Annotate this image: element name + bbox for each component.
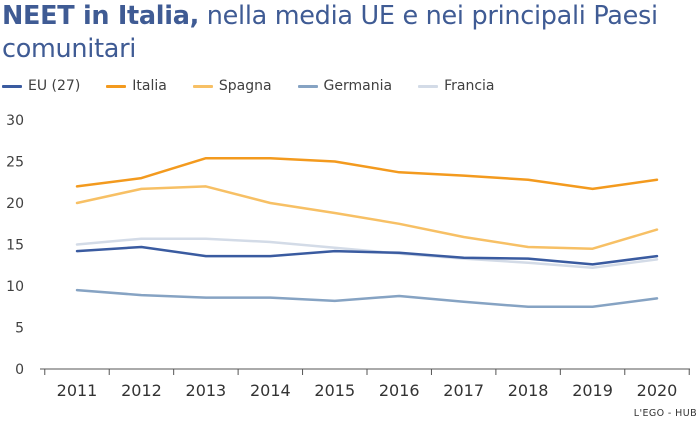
chart-title-rest: nella media UE e nei principali Paesi co… <box>2 1 658 64</box>
legend-swatch <box>106 84 127 88</box>
legend-swatch <box>192 84 213 88</box>
legend-swatch <box>418 84 439 88</box>
y-tick-label: 25 <box>6 155 24 171</box>
y-tick-label: 20 <box>6 196 24 212</box>
legend-swatch <box>2 84 22 88</box>
x-tick-label: 2014 <box>250 381 291 400</box>
series-line-italia <box>75 156 659 191</box>
legend-item-italia: Italia <box>106 78 167 94</box>
x-tick-label: 2020 <box>637 381 678 400</box>
x-tick-label: 2017 <box>443 381 484 400</box>
series-line-eu-27 <box>75 245 659 266</box>
x-tick-label: 2019 <box>572 381 613 400</box>
y-tick-label: 5 <box>15 321 24 337</box>
legend-swatch <box>297 84 318 88</box>
x-tick-label: 2012 <box>121 381 162 400</box>
legend-item-spagna: Spagna <box>192 78 272 94</box>
legend-label: Italia <box>132 78 167 94</box>
legend-label: Spagna <box>218 78 272 94</box>
y-tick-label: 15 <box>6 238 24 254</box>
x-tick-label: 2016 <box>379 381 420 400</box>
chart-title-bold: NEET in Italia, <box>2 1 199 31</box>
legend-label: Germania <box>323 78 393 94</box>
y-tick-label: 30 <box>6 113 24 129</box>
chart-legend: EU (27) Italia Spagna Germania Francia <box>2 76 521 96</box>
legend-label: EU (27) <box>28 78 81 94</box>
legend-item-germania: Germania <box>297 78 393 94</box>
series-line-germania <box>75 288 659 309</box>
series-line-spagna <box>75 185 659 250</box>
legend-item-francia: Francia <box>418 78 495 94</box>
legend-label: Francia <box>444 78 495 94</box>
chart-title: NEET in Italia, nella media UE e nei pri… <box>2 0 692 66</box>
x-tick-label: 2013 <box>186 381 227 400</box>
x-tick-label: 2018 <box>508 381 549 400</box>
y-tick-label: 0 <box>15 362 24 378</box>
y-tick-label: 10 <box>6 279 24 295</box>
credit-label: L'EGO - HUB <box>633 408 697 419</box>
legend-item-eu-27: EU (27) <box>2 78 80 94</box>
x-tick-label: 2011 <box>57 381 98 400</box>
x-tick-label: 2015 <box>314 381 355 400</box>
